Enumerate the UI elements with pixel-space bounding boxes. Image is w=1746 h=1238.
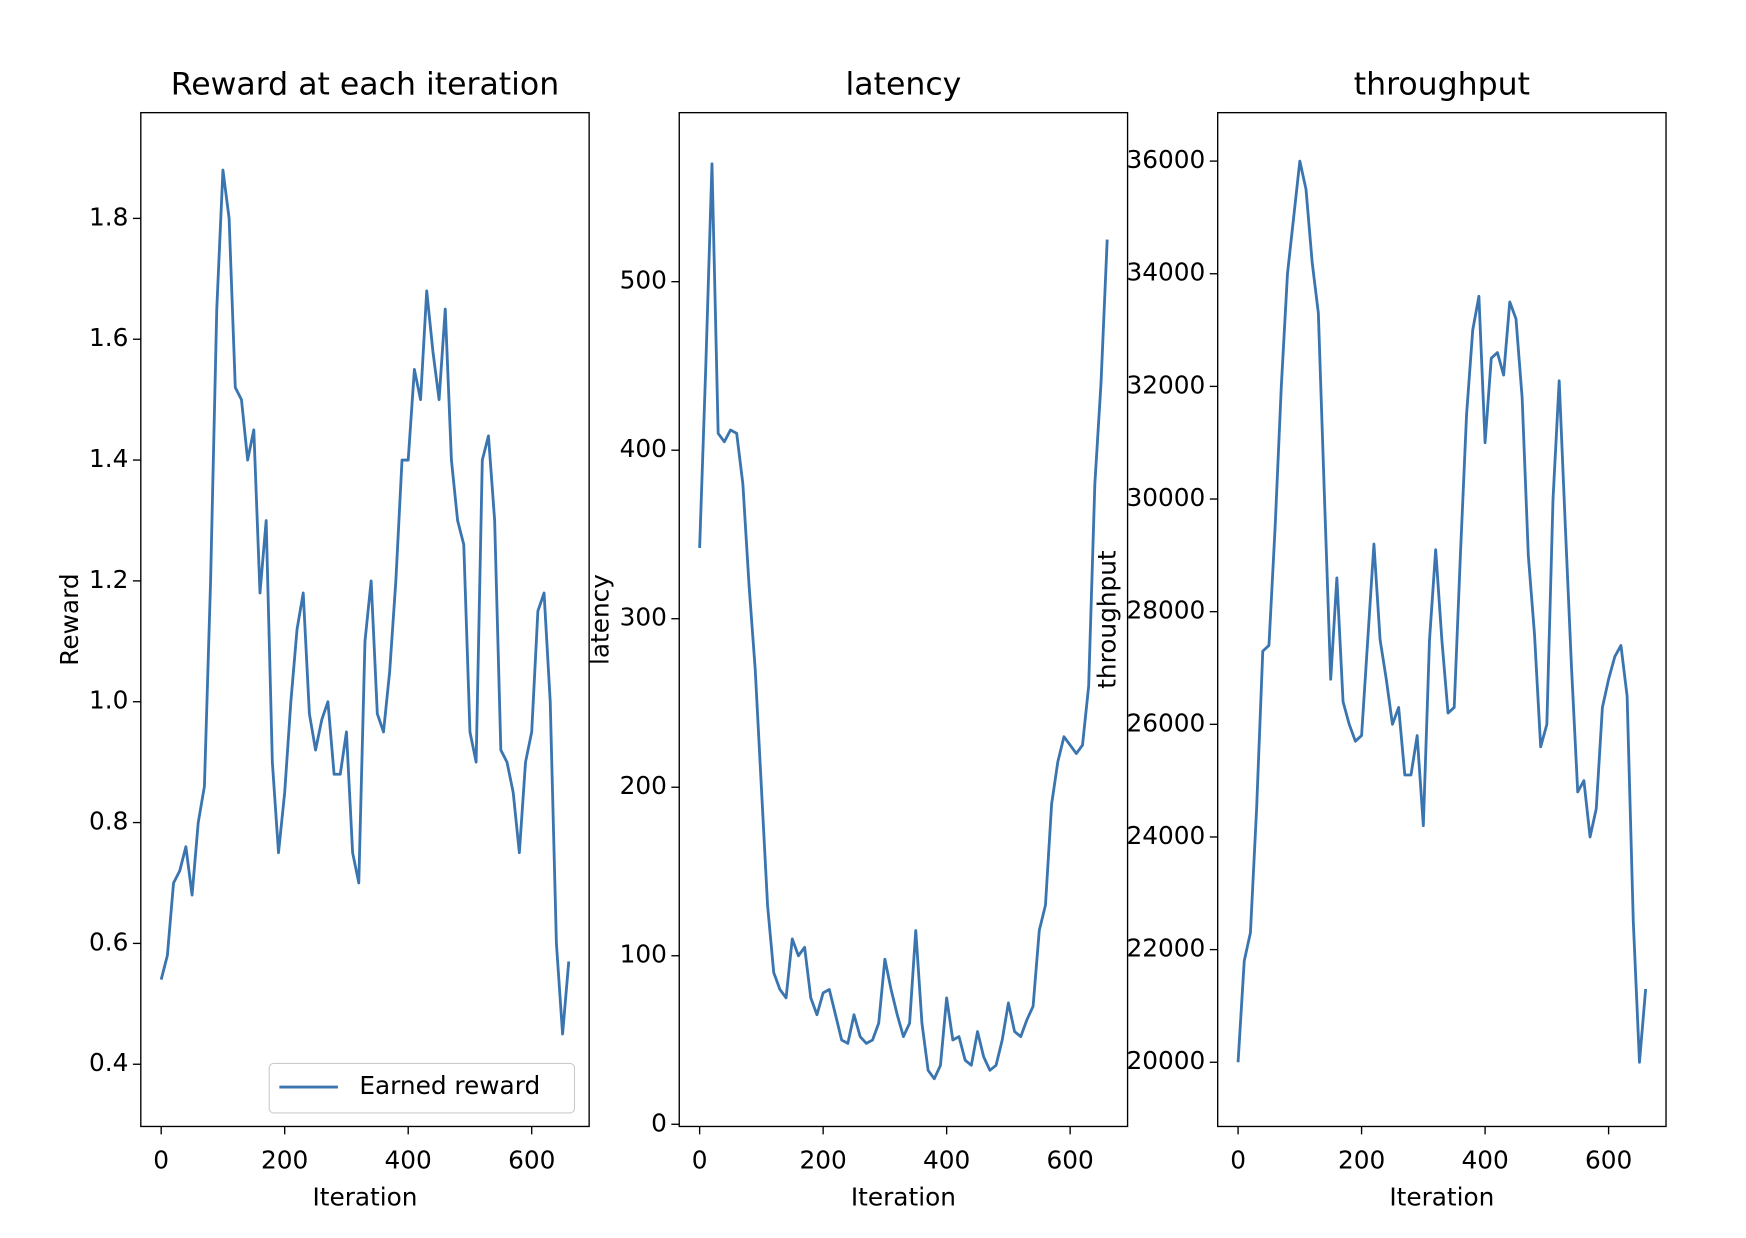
y-tick-label: 1.4 [89, 444, 128, 473]
y-tick-label: 1.6 [89, 323, 128, 352]
y-axis-label: throughput [1092, 550, 1121, 689]
y-tick-label: 24000 [1127, 821, 1206, 850]
legend: Earned reward [268, 1062, 576, 1114]
y-tick-label: 22000 [1127, 934, 1206, 963]
axes-frame [678, 111, 1129, 1128]
y-tick-label: 1.2 [89, 565, 128, 594]
x-tick-label: 200 [799, 1145, 846, 1174]
series-line [1236, 159, 1648, 1064]
y-tick-label: 30000 [1127, 483, 1206, 512]
y-tick-label: 36000 [1127, 145, 1206, 174]
x-tick-label: 200 [261, 1145, 308, 1174]
axes-frame [1217, 111, 1667, 1128]
series-line [698, 162, 1109, 1081]
y-tick-label: 0.6 [89, 927, 128, 956]
x-tick-label: 400 [923, 1145, 970, 1174]
subplot-title: latency [846, 67, 962, 103]
y-tick-label: 34000 [1127, 258, 1206, 287]
y-tick-label: 0.8 [89, 807, 128, 836]
subplot-title: throughput [1354, 67, 1530, 103]
x-tick-label: 200 [1338, 1145, 1385, 1174]
y-tick-label: 1.0 [89, 686, 128, 715]
x-tick-label: 0 [692, 1145, 708, 1174]
y-tick-label: 200 [620, 771, 667, 800]
legend-box [268, 1062, 576, 1114]
axes-frame [140, 111, 590, 1128]
y-tick-label: 500 [620, 266, 667, 295]
x-axis-label: Iteration [312, 1183, 417, 1212]
subplot-title: Reward at each iteration [171, 67, 559, 103]
subplot: latency Iteration 0 200 400 600 0 100 200 300 400 5… [586, 67, 1129, 1212]
x-axis-label: Iteration [1389, 1183, 1494, 1212]
x-tick-label: 400 [1461, 1145, 1508, 1174]
y-tick-label: 32000 [1127, 370, 1206, 399]
y-axis-label: latency [586, 574, 615, 665]
y-tick-label: 400 [620, 434, 667, 463]
y-tick-label: 1.8 [89, 202, 128, 231]
subplot: throughput Iteration 0 200 400 600 20000 22000 2… [1092, 67, 1667, 1212]
y-tick-label: 100 [620, 940, 667, 969]
series-line [159, 168, 571, 1036]
x-tick-label: 600 [1585, 1145, 1632, 1174]
x-tick-label: 0 [1230, 1145, 1246, 1174]
x-tick-label: 400 [385, 1145, 432, 1174]
y-tick-label: 0.4 [89, 1048, 128, 1077]
y-tick-label: 300 [620, 603, 667, 632]
subplot: Reward at each iteration Iteration 0 200 400… [55, 67, 590, 1212]
x-axis-label: Iteration [851, 1183, 956, 1212]
x-tick-label: 600 [1047, 1145, 1094, 1174]
y-tick-label: 28000 [1127, 596, 1206, 625]
x-tick-label: 600 [508, 1145, 555, 1174]
y-tick-label: 26000 [1127, 708, 1206, 737]
y-axis-label: Reward [55, 573, 84, 665]
legend-label: Earned reward [359, 1071, 540, 1100]
y-tick-label: 0 [651, 1108, 667, 1137]
y-tick-label: 20000 [1127, 1046, 1206, 1075]
x-tick-label: 0 [153, 1145, 169, 1174]
